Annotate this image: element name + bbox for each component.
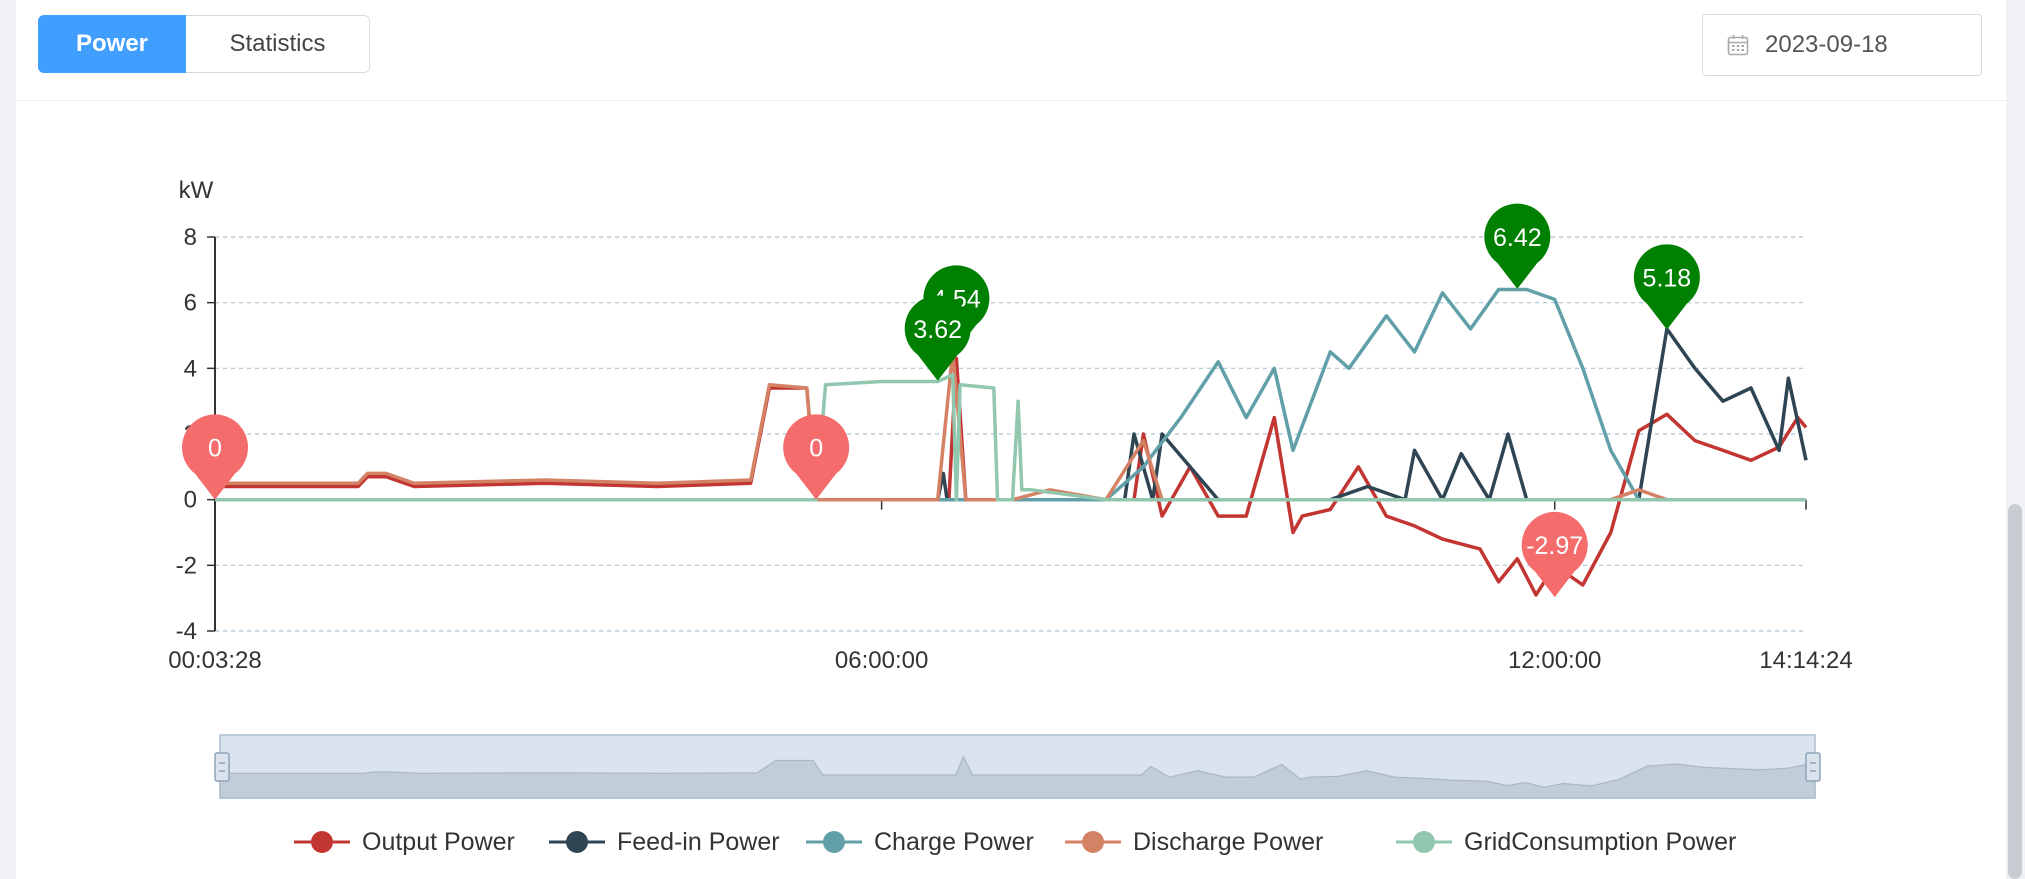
legend-label: Discharge Power [1133,827,1324,856]
marker-max-3: 5.18 [1633,244,1700,330]
y-tick-label: 0 [184,487,197,514]
y-tick-label: 8 [184,224,197,251]
x-tick-label: 12:00:00 [1508,647,1601,674]
tab-power[interactable]: Power [38,15,186,73]
legend-label: Output Power [362,827,515,856]
marker-label: 5.18 [1643,265,1692,293]
legend-label: Charge Power [874,827,1034,856]
marker-label: 0 [809,435,823,463]
tab-statistics[interactable]: Statistics [186,15,370,73]
series-line-2 [215,287,1806,502]
date-value: 2023-09-18 [1765,31,1888,58]
marker-label: 6.42 [1493,224,1542,252]
y-tick-label: -2 [176,552,197,579]
power-card: Power Statistics 2023-09-18 86420-2-4kW0… [16,0,2006,879]
legend-swatch-icon [1396,831,1452,853]
marker-pin [1484,203,1551,289]
legend-label: GridConsumption Power [1464,827,1737,856]
marker-label: -2.97 [1526,532,1583,560]
legend-item-2[interactable]: Charge Power [806,820,1034,864]
series-line-1 [215,327,1808,502]
marker-pin [783,414,850,500]
chart-legend: Output Power Feed-in Power Charge Power Dis… [16,820,2006,870]
legend-swatch-icon [294,831,350,853]
calendar-icon [1727,35,1749,56]
marker-pin [904,295,971,381]
toolbar: Power Statistics 2023-09-18 [16,0,2006,101]
series-line-3 [215,350,1806,502]
x-tick-label: 00:03:28 [168,647,261,674]
legend-item-3[interactable]: Discharge Power [1065,820,1323,864]
marker-pin [181,414,248,500]
marker-min-6: -2.97 [1521,511,1588,598]
marker-label: 3.62 [913,316,962,344]
page-scrollbar[interactable] [2008,504,2022,879]
legend-swatch-icon [1065,831,1121,853]
zoom-handle-left[interactable] [214,752,230,782]
zoom-handle-right[interactable] [1805,752,1821,782]
marker-pin [1633,244,1700,330]
marker-max-2: 6.42 [1484,203,1551,289]
date-picker[interactable]: 2023-09-18 [1702,14,1982,76]
view-tabs: Power Statistics [38,15,370,73]
legend-item-1[interactable]: Feed-in Power [549,820,780,864]
marker-pin [1521,511,1588,598]
legend-swatch-icon [806,831,862,853]
legend-label: Feed-in Power [617,827,780,856]
x-tick-label: 14:14:24 [1759,647,1852,674]
marker-min-5: 0 [783,414,850,500]
y-axis-label: kW [179,177,214,204]
legend-item-0[interactable]: Output Power [294,820,515,864]
legend-swatch-icon [549,831,605,853]
zoom-slider-preview [219,755,1816,799]
y-tick-label: -4 [176,618,197,645]
y-tick-label: 4 [184,355,197,382]
series-line-4 [215,373,1806,502]
y-tick-label: 6 [184,290,197,317]
marker-min-4: 0 [181,414,248,500]
marker-max-1: 3.62 [904,295,971,381]
marker-label: 0 [208,435,222,463]
legend-item-4[interactable]: GridConsumption Power [1396,820,1736,864]
x-tick-label: 06:00:00 [835,647,928,674]
power-chart: 86420-2-4kW00:03:2806:00:0012:00:0014:14… [168,177,1853,799]
